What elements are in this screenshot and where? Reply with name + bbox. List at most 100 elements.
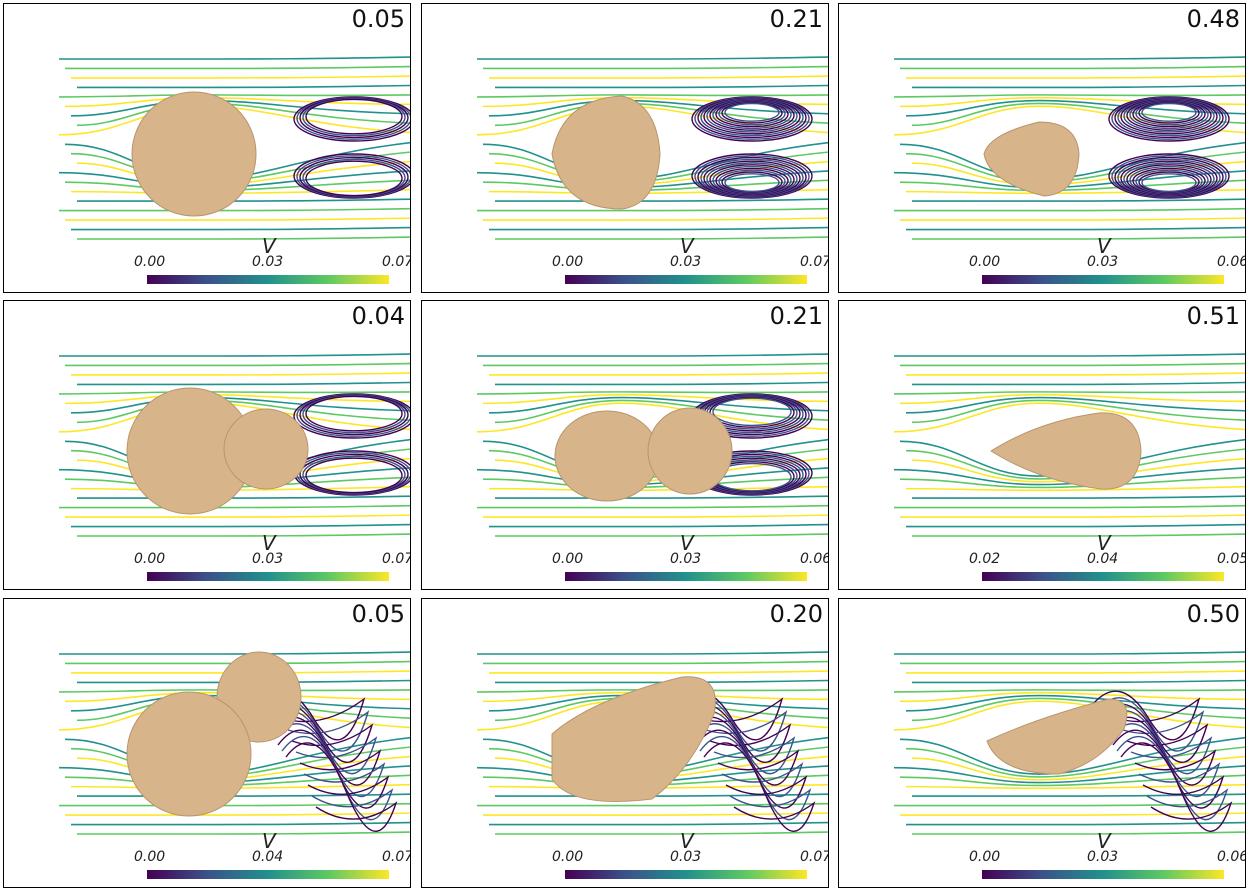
streamline <box>912 793 1245 797</box>
streamline <box>905 372 1245 376</box>
streamline <box>899 476 1245 489</box>
streamline <box>893 467 1245 486</box>
body-shape <box>126 691 252 817</box>
streamline <box>488 75 828 79</box>
streamline <box>488 523 828 528</box>
vortex-loop <box>1100 710 1213 775</box>
vortex-loop <box>1088 690 1201 741</box>
colorbar <box>982 572 1224 581</box>
vortex-loop <box>1120 742 1233 832</box>
colorbar-tick-label: 0.07 <box>800 254 829 270</box>
colorbar-tick-label: 0.07 <box>800 849 829 865</box>
colorbar-tick-label: 0.03 <box>670 254 702 270</box>
streamline <box>482 812 828 816</box>
colorbar-title: V <box>1097 531 1111 555</box>
streamline <box>488 226 828 231</box>
streamline <box>905 448 1245 480</box>
streamline <box>911 679 1245 684</box>
streamline <box>482 217 828 221</box>
streamline <box>899 438 1245 477</box>
vortex-loop <box>277 729 390 809</box>
streamline-scene <box>893 56 1245 240</box>
streamline <box>495 533 828 537</box>
streamline <box>70 75 410 79</box>
time-value: 0.50 <box>1186 600 1240 628</box>
flow-panel: 0.51 V 0.02 0.04 0.05 <box>838 300 1246 590</box>
colorbar-tick-label: 0.03 <box>1087 849 1119 865</box>
streamline <box>495 831 828 835</box>
colorbar-tick-label: 0.04 <box>252 849 284 865</box>
body-shape <box>223 408 309 490</box>
colorbar-title: V <box>1097 234 1111 258</box>
colorbar-title: V <box>262 531 276 555</box>
streamline <box>476 207 828 212</box>
streamline <box>905 485 1245 492</box>
colorbar-tick-label: 0.07 <box>382 849 411 865</box>
colorbar <box>147 275 389 284</box>
vortex-ring <box>305 395 403 432</box>
streamline <box>58 504 410 509</box>
streamline <box>65 65 410 70</box>
streamline <box>65 660 410 665</box>
time-value: 0.48 <box>1186 5 1240 33</box>
time-value: 0.20 <box>769 600 823 628</box>
colorbar-tick-label: 0.05 <box>1217 551 1246 567</box>
body-shape <box>131 91 257 217</box>
vortex-ring <box>305 160 403 197</box>
streamline <box>912 236 1245 240</box>
colorbar-tick-label: 0.06 <box>1217 254 1246 270</box>
flow-panel: 0.05 V 0.00 0.04 0.07 <box>3 598 411 888</box>
streamline <box>59 353 410 357</box>
colorbar-tick-label: 0.03 <box>670 551 702 567</box>
streamline <box>477 56 828 60</box>
streamline <box>894 651 1245 655</box>
streamline <box>76 84 410 89</box>
streamline <box>482 476 828 489</box>
streamline <box>911 697 1245 722</box>
colorbar-tick-label: 0.03 <box>252 551 284 567</box>
vortex-loop <box>269 716 382 786</box>
vortex-loop <box>687 716 800 786</box>
flow-panel: 0.50 V 0.00 0.03 0.06 <box>838 598 1246 888</box>
streamline <box>911 381 1245 386</box>
streamline <box>912 533 1245 537</box>
vortex-ring <box>302 98 406 137</box>
streamline <box>893 689 1245 693</box>
vortex-loop <box>691 723 804 797</box>
vortex-loop <box>273 723 386 797</box>
streamline <box>893 765 1245 784</box>
colorbar-tick-label: 0.04 <box>1087 551 1119 567</box>
streamline <box>905 396 1245 414</box>
streamline <box>77 831 410 835</box>
time-value: 0.21 <box>769 5 823 33</box>
vortex-loop <box>1092 697 1205 752</box>
time-value: 0.05 <box>351 5 405 33</box>
vortex-loop <box>695 729 808 809</box>
streamline <box>905 523 1245 528</box>
streamline <box>64 691 410 703</box>
streamline <box>483 362 828 367</box>
streamline <box>899 514 1245 518</box>
streamline <box>476 504 828 509</box>
vortex-ring <box>302 395 406 434</box>
time-value: 0.05 <box>351 600 405 628</box>
streamline <box>488 396 828 414</box>
streamline <box>476 94 828 98</box>
body-shape <box>647 407 733 495</box>
streamline <box>905 226 1245 231</box>
streamline <box>905 75 1245 79</box>
streamline <box>900 660 1245 665</box>
streamline <box>64 514 410 518</box>
vortex-loop <box>703 742 816 832</box>
body-shape <box>986 698 1128 775</box>
colorbar-tick-label: 0.00 <box>969 849 1001 865</box>
body-shape <box>551 95 661 210</box>
streamline <box>70 821 410 826</box>
streamline <box>494 679 828 684</box>
colorbar-tick-label: 0.00 <box>552 551 584 567</box>
streamline-scene <box>893 651 1245 835</box>
streamline <box>893 700 1245 731</box>
streamline-scene <box>58 651 410 835</box>
streamline <box>70 670 410 674</box>
body-shape <box>554 410 660 502</box>
